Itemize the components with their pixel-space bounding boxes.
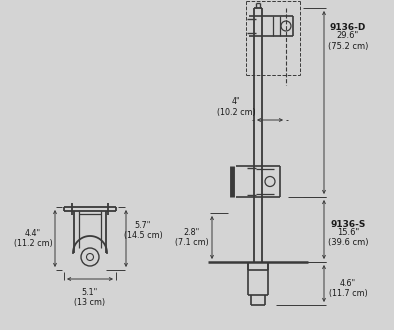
Text: 9136-S: 9136-S (330, 220, 366, 229)
Text: 5.1"
(13 cm): 5.1" (13 cm) (74, 288, 106, 308)
Text: 4"
(10.2 cm): 4" (10.2 cm) (217, 97, 255, 117)
Text: 5.7"
(14.5 cm): 5.7" (14.5 cm) (124, 221, 162, 240)
Text: 4.4"
(11.2 cm): 4.4" (11.2 cm) (14, 229, 52, 248)
Text: 4.6"
(11.7 cm): 4.6" (11.7 cm) (329, 279, 367, 298)
Text: 15.6"
(39.6 cm): 15.6" (39.6 cm) (328, 228, 368, 247)
Text: 2.8"
(7.1 cm): 2.8" (7.1 cm) (175, 228, 209, 247)
Text: 9136-D: 9136-D (330, 23, 366, 32)
Text: 29.6"
(75.2 cm): 29.6" (75.2 cm) (328, 31, 368, 51)
